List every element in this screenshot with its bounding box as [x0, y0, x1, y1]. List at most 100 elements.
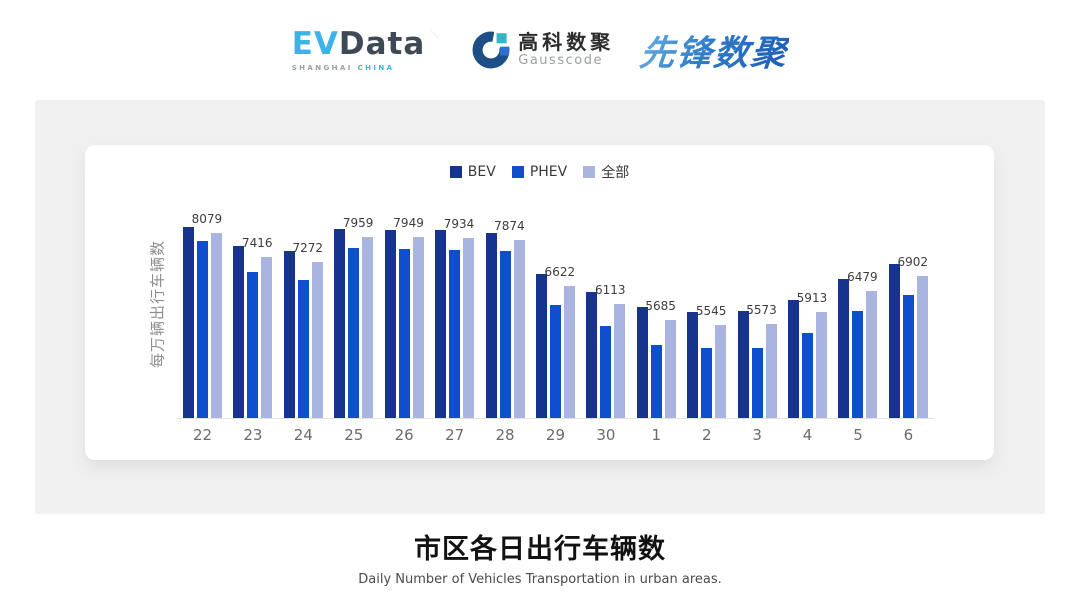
bar-all-26 — [412, 237, 424, 418]
bar-phev-29 — [549, 305, 561, 418]
bar-value-label: 8079 — [191, 212, 223, 226]
x-axis-label-24: 24 — [293, 426, 313, 444]
legend-swatch-phev — [511, 166, 524, 178]
bar-value-label: 7874 — [494, 219, 525, 233]
legend-swatch-all — [583, 166, 596, 178]
bar-phev-24 — [297, 280, 309, 418]
bar-group-27: 7934 — [435, 217, 474, 418]
legend-label-phev: PHEV — [529, 164, 568, 180]
gausscode-en-text: Gausscode — [518, 53, 603, 69]
bar-phev-4 — [802, 333, 814, 418]
bar-bev-3 — [737, 311, 749, 418]
bar-value-label: 7416 — [242, 236, 273, 250]
bar-value-label: 7949 — [393, 216, 424, 230]
y-axis-label: 每万辆出行车辆数 — [148, 239, 167, 369]
chart-panel: BEV PHEV 全部 每万辆出行车辆数 8079 7416 7272 7959 7949 7… — [35, 100, 1045, 514]
bar-group-22: 8079 — [183, 212, 222, 418]
bar-phev-6 — [902, 295, 914, 418]
x-axis-label-1: 1 — [651, 426, 662, 444]
bar-bev-5 — [838, 279, 850, 418]
bar-all-29 — [563, 286, 575, 418]
bar-phev-28 — [499, 251, 511, 418]
x-axis-labels: 22 23 24 25 26 27 28 29 30 1 2 3 4 5 6 — [177, 426, 934, 444]
evdata-china-text: CHINA — [357, 63, 395, 72]
bar-group-28: 7874 — [485, 219, 525, 418]
x-axis-label-23: 23 — [243, 426, 263, 444]
four-blade-star-icon — [428, 26, 445, 43]
bar-group-30: 6113 — [586, 283, 626, 418]
bar-all-25 — [362, 237, 374, 418]
footer: 市区各日出行车辆数 Daily Number of Vehicles Trans… — [0, 527, 1080, 587]
bar-group-1: 5685 — [636, 299, 676, 418]
evdata-shanghai-text: SHANGHAI — [291, 63, 353, 72]
bar-phev-1 — [650, 345, 662, 418]
header-logos: EV Data SHANGHAI CHINA 高科数聚 G — [0, 0, 1080, 100]
legend-item-bev[interactable]: BEV — [449, 164, 496, 180]
evdata-subtext: SHANGHAI CHINA — [292, 64, 447, 72]
bar-all-2 — [715, 325, 727, 418]
bar-value-label: 7959 — [342, 216, 374, 230]
bar-bev-2 — [687, 312, 699, 418]
bar-group-24: 7272 — [283, 241, 323, 418]
legend-item-all[interactable]: 全部 — [583, 162, 629, 182]
x-axis-label-28: 28 — [495, 426, 515, 444]
bar-all-24 — [311, 262, 323, 418]
legend-item-phev[interactable]: PHEV — [511, 164, 568, 180]
bar-bev-26 — [384, 230, 396, 418]
bar-value-label: 5685 — [645, 299, 676, 313]
x-axis-label-29: 29 — [545, 426, 565, 444]
bar-phev-26 — [398, 249, 410, 418]
bar-all-28 — [513, 240, 525, 418]
bar-bev-28 — [485, 233, 497, 418]
gausscode-logo: 高科数聚 Gausscode — [472, 31, 614, 69]
bar-phev-3 — [751, 348, 763, 418]
chart-card: BEV PHEV 全部 每万辆出行车辆数 8079 7416 7272 7959 7949 7… — [85, 145, 994, 460]
evdata-logo: EV Data SHANGHAI CHINA — [291, 25, 447, 72]
evdata-wordmark: EV Data — [291, 25, 447, 62]
x-axis-label-26: 26 — [394, 426, 414, 444]
bar-value-label: 6902 — [897, 255, 929, 269]
x-axis-label-5: 5 — [853, 426, 863, 444]
bar-bev-4 — [788, 300, 800, 418]
page-subtitle: Daily Number of Vehicles Transportation … — [358, 572, 722, 587]
bar-bev-25 — [334, 229, 346, 418]
bar-group-26: 7949 — [384, 216, 424, 418]
bar-all-23 — [261, 257, 273, 418]
bar-all-3 — [765, 324, 777, 418]
chart-legend: BEV PHEV 全部 — [85, 145, 994, 182]
x-axis-label-27: 27 — [445, 426, 465, 444]
bar-bev-1 — [636, 307, 648, 418]
x-axis-label-3: 3 — [752, 426, 762, 444]
bar-phev-5 — [852, 311, 864, 418]
y-axis-label-box: 每万辆出行车辆数 — [137, 189, 177, 444]
x-axis-label-4: 4 — [802, 426, 813, 444]
bar-all-6 — [916, 276, 928, 418]
bar-value-label: 5545 — [695, 304, 727, 318]
bar-group-6: 6902 — [888, 255, 928, 418]
bar-value-label: 6113 — [594, 283, 626, 297]
bar-group-4: 5913 — [788, 291, 827, 418]
xianfeng-logo: 先锋数聚 — [638, 25, 791, 76]
bar-all-30 — [614, 304, 626, 418]
bar-phev-25 — [348, 248, 360, 418]
x-axis-label-2: 2 — [701, 426, 712, 444]
x-axis-label-22: 22 — [192, 426, 213, 444]
chart-area: 每万辆出行车辆数 8079 7416 7272 7959 7949 7934 7874 662… — [85, 189, 994, 444]
bar-value-label: 7934 — [443, 217, 475, 231]
bar-bev-22 — [183, 227, 194, 418]
bar-all-1 — [664, 320, 676, 418]
bar-group-25: 7959 — [334, 216, 374, 418]
gausscode-cn-text: 高科数聚 — [518, 30, 615, 55]
evdata-data-text: Data — [338, 25, 426, 62]
bar-phev-30 — [600, 326, 612, 418]
legend-swatch-bev — [449, 166, 462, 178]
bar-phev-2 — [701, 348, 713, 418]
bar-all-22 — [211, 233, 222, 418]
evdata-ev-text: EV — [291, 25, 339, 62]
bar-all-5 — [866, 291, 878, 418]
bar-group-23: 7416 — [233, 236, 273, 418]
page-title: 市区各日出行车辆数 — [414, 534, 666, 565]
legend-label-all: 全部 — [601, 165, 630, 181]
bar-bev-23 — [233, 246, 245, 418]
